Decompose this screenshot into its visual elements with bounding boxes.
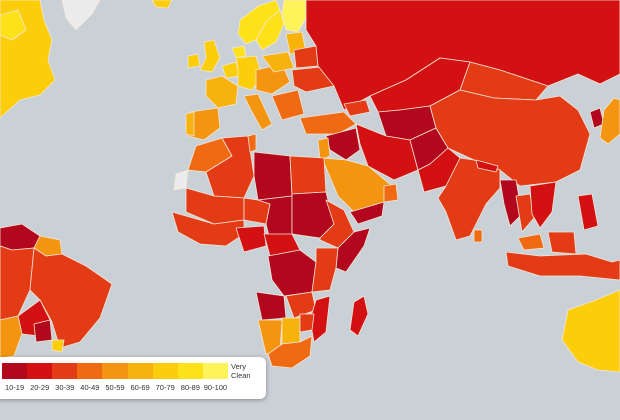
region-japan[interactable] bbox=[599, 97, 620, 145]
region-east-africa[interactable] bbox=[311, 247, 339, 293]
legend-label-60-69: 60-69 bbox=[130, 383, 150, 392]
legend-end-label-line2: Clean bbox=[231, 371, 251, 380]
region-portugal[interactable] bbox=[185, 111, 195, 137]
legend-label-70-79: 70-79 bbox=[155, 383, 175, 392]
region-myanmar[interactable] bbox=[499, 179, 523, 227]
region-west-africa[interactable] bbox=[171, 211, 245, 247]
region-germany[interactable] bbox=[235, 55, 263, 91]
region-iran[interactable] bbox=[355, 123, 419, 181]
region-indonesia[interactable] bbox=[505, 251, 620, 281]
legend-swatch-90-100 bbox=[202, 363, 228, 379]
region-libya[interactable] bbox=[253, 151, 293, 201]
region-yemen[interactable] bbox=[349, 201, 385, 225]
region-balkans[interactable] bbox=[271, 89, 305, 121]
legend-label-40-49: 40-49 bbox=[80, 383, 100, 392]
region-paraguay[interactable] bbox=[33, 319, 53, 343]
legend-swatch-50-59 bbox=[102, 363, 128, 379]
legend-label-50-59: 50-59 bbox=[105, 383, 125, 392]
region-caucasus[interactable] bbox=[343, 99, 371, 117]
legend-swatch-70-79 bbox=[152, 363, 178, 379]
legend-swatch-60-69 bbox=[127, 363, 153, 379]
region-philippines[interactable] bbox=[577, 193, 599, 231]
legend-swatch-80-89 bbox=[177, 363, 203, 379]
legend-label-90-100: 90-100 bbox=[203, 383, 228, 392]
legend-end-label: Very Clean bbox=[231, 362, 251, 380]
region-france[interactable] bbox=[205, 75, 239, 109]
legend-color-scale bbox=[2, 363, 228, 379]
region-ireland[interactable] bbox=[187, 53, 201, 69]
legend-panel: 10-19 20-29 30-39 40-49 50-59 60-69 70-79 80-89… bbox=[0, 357, 266, 399]
region-denmark[interactable] bbox=[231, 45, 247, 59]
region-sweden[interactable] bbox=[255, 9, 285, 51]
region-oman[interactable] bbox=[383, 183, 399, 203]
region-egypt[interactable] bbox=[289, 155, 327, 195]
region-iceland[interactable] bbox=[151, 0, 173, 9]
region-uruguay[interactable] bbox=[51, 339, 65, 353]
region-brazil[interactable] bbox=[29, 247, 113, 349]
region-turkey[interactable] bbox=[299, 111, 357, 135]
region-belarus[interactable] bbox=[293, 45, 319, 69]
region-malaysia[interactable] bbox=[517, 233, 545, 251]
legend-label-30-39: 30-39 bbox=[55, 383, 75, 392]
region-nepal[interactable] bbox=[475, 159, 499, 173]
region-italy[interactable] bbox=[243, 93, 273, 131]
legend-swatch-10-19 bbox=[2, 363, 28, 379]
region-south-africa[interactable] bbox=[267, 335, 313, 369]
region-canada-islands[interactable] bbox=[0, 9, 27, 41]
legend-label-20-29: 20-29 bbox=[30, 383, 50, 392]
legend-swatch-20-29 bbox=[27, 363, 53, 379]
region-india[interactable] bbox=[437, 157, 501, 241]
legend-swatch-30-39 bbox=[52, 363, 78, 379]
region-botswana[interactable] bbox=[281, 317, 301, 345]
region-borneo[interactable] bbox=[547, 231, 577, 255]
region-australia[interactable] bbox=[561, 289, 620, 373]
legend-swatch-40-49 bbox=[77, 363, 103, 379]
region-sri-lanka[interactable] bbox=[473, 229, 483, 243]
region-levant[interactable] bbox=[317, 137, 331, 161]
region-chile-argentina[interactable] bbox=[0, 315, 23, 359]
region-eritrea-ethiopia[interactable] bbox=[319, 199, 355, 249]
legend-label-80-89: 80-89 bbox=[180, 383, 200, 392]
region-angola[interactable] bbox=[255, 291, 287, 321]
region-china[interactable] bbox=[429, 89, 591, 187]
region-madagascar[interactable] bbox=[349, 295, 369, 337]
legend-range-labels: 10-19 20-29 30-39 40-49 50-59 60-69 70-79 80-89… bbox=[2, 382, 228, 394]
region-caribbean-coast[interactable] bbox=[0, 223, 41, 251]
region-poland[interactable] bbox=[261, 51, 295, 73]
region-uk[interactable] bbox=[199, 39, 221, 73]
legend-label-10-19: 10-19 bbox=[4, 383, 25, 392]
region-finland[interactable] bbox=[281, 0, 307, 33]
region-drc[interactable] bbox=[267, 249, 317, 297]
region-nigeria[interactable] bbox=[235, 225, 267, 253]
region-greenland[interactable] bbox=[61, 0, 101, 31]
region-zimbabwe[interactable] bbox=[299, 313, 315, 333]
legend-end-label-line1: Very bbox=[231, 362, 247, 371]
region-indochina[interactable] bbox=[529, 181, 557, 229]
region-tunisia[interactable] bbox=[247, 133, 257, 153]
region-western-sahara[interactable] bbox=[173, 169, 189, 191]
